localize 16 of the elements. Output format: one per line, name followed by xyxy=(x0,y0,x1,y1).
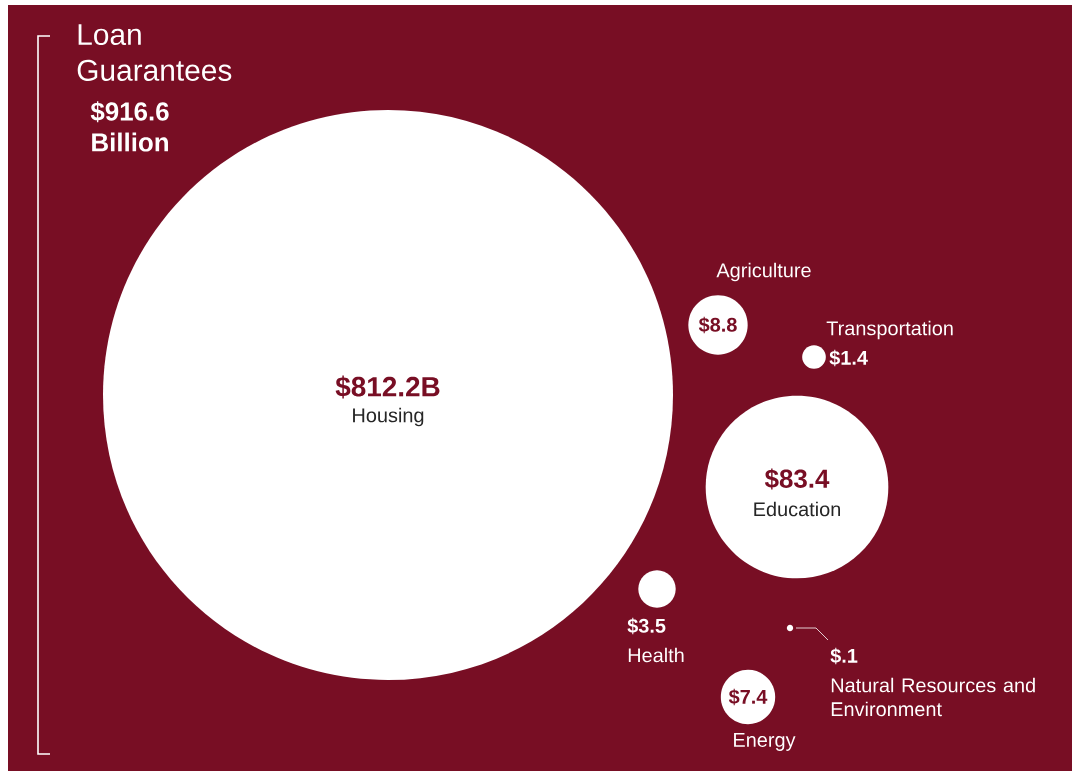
category-label: Education xyxy=(754,501,840,517)
data-label: $83.4 xyxy=(764,468,830,490)
category-label: Natural Resources and Environment xyxy=(831,677,1035,717)
data-label: $8.8 xyxy=(698,316,737,334)
text: Loan Guarantees xyxy=(77,24,232,81)
data-label: $1.4 xyxy=(829,349,868,367)
category-label: Housing xyxy=(353,407,424,427)
data-label: $812.2B xyxy=(335,375,440,399)
text: $916.6 Billion xyxy=(90,101,169,152)
category-label: Agriculture xyxy=(716,262,811,282)
category-label: Transportation xyxy=(826,320,953,340)
category-label: Health xyxy=(628,647,684,663)
data-label: $3.5 xyxy=(627,617,666,635)
category-label: Energy xyxy=(734,733,796,751)
data-label: $7.4 xyxy=(728,688,768,706)
data-label: $.1 xyxy=(830,647,858,665)
